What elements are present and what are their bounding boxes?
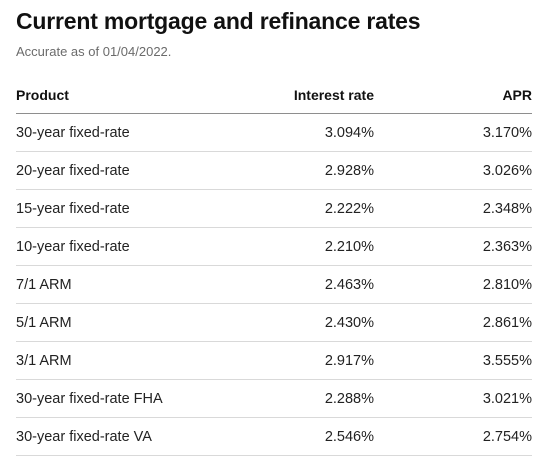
apr-cell: 3.026% (374, 151, 532, 190)
table-row: 30-year fixed-rate VA 2.546% 2.754% (16, 417, 532, 456)
apr-cell: 2.810% (374, 265, 532, 304)
apr-cell: 2.363% (374, 227, 532, 266)
page-title: Current mortgage and refinance rates (16, 8, 421, 34)
interest-rate-cell: 2.222% (236, 189, 374, 228)
product-cell: 5/1 ARM (16, 303, 236, 342)
product-cell: 30-year fixed-rate FHA (16, 379, 236, 418)
apr-cell: 3.021% (374, 379, 532, 418)
product-cell: 30-year fixed-rate (16, 113, 236, 152)
table-row: 20-year fixed-rate 2.928% 3.026% (16, 151, 532, 190)
table-row: 30-year fixed-rate FHA 2.288% 3.021% (16, 379, 532, 418)
product-cell: 15-year fixed-rate (16, 189, 236, 228)
apr-cell: 2.861% (374, 303, 532, 342)
column-header-interest-rate: Interest rate (236, 76, 374, 114)
rates-panel: Current mortgage and refinance rates Acc… (16, 8, 532, 456)
product-cell: 7/1 ARM (16, 265, 236, 304)
apr-cell: 3.555% (374, 341, 532, 380)
apr-cell: 2.754% (374, 417, 532, 456)
interest-rate-cell: 2.430% (236, 303, 374, 342)
interest-rate-cell: 2.288% (236, 379, 374, 418)
table-header-row: Product Interest rate APR (16, 76, 532, 114)
product-cell: 3/1 ARM (16, 341, 236, 380)
product-cell: 30-year fixed-rate VA (16, 417, 236, 456)
interest-rate-cell: 2.546% (236, 417, 374, 456)
table-row: 30-year fixed-rate 3.094% 3.170% (16, 113, 532, 152)
apr-cell: 2.348% (374, 189, 532, 228)
table-row: 10-year fixed-rate 2.210% 2.363% (16, 227, 532, 266)
table-row: 5/1 ARM 2.430% 2.861% (16, 303, 532, 342)
table-row: 15-year fixed-rate 2.222% 2.348% (16, 189, 532, 228)
rates-table: Product Interest rate APR 30-year fixed-… (16, 76, 532, 456)
interest-rate-cell: 2.917% (236, 341, 374, 380)
column-header-product: Product (16, 76, 236, 114)
accuracy-date-note: Accurate as of 01/04/2022. (16, 44, 172, 59)
product-cell: 20-year fixed-rate (16, 151, 236, 190)
column-header-apr: APR (374, 76, 532, 114)
interest-rate-cell: 2.210% (236, 227, 374, 266)
interest-rate-cell: 2.928% (236, 151, 374, 190)
table-row: 3/1 ARM 2.917% 3.555% (16, 341, 532, 380)
interest-rate-cell: 2.463% (236, 265, 374, 304)
product-cell: 10-year fixed-rate (16, 227, 236, 266)
interest-rate-cell: 3.094% (236, 113, 374, 152)
apr-cell: 3.170% (374, 113, 532, 152)
table-row: 7/1 ARM 2.463% 2.810% (16, 265, 532, 304)
